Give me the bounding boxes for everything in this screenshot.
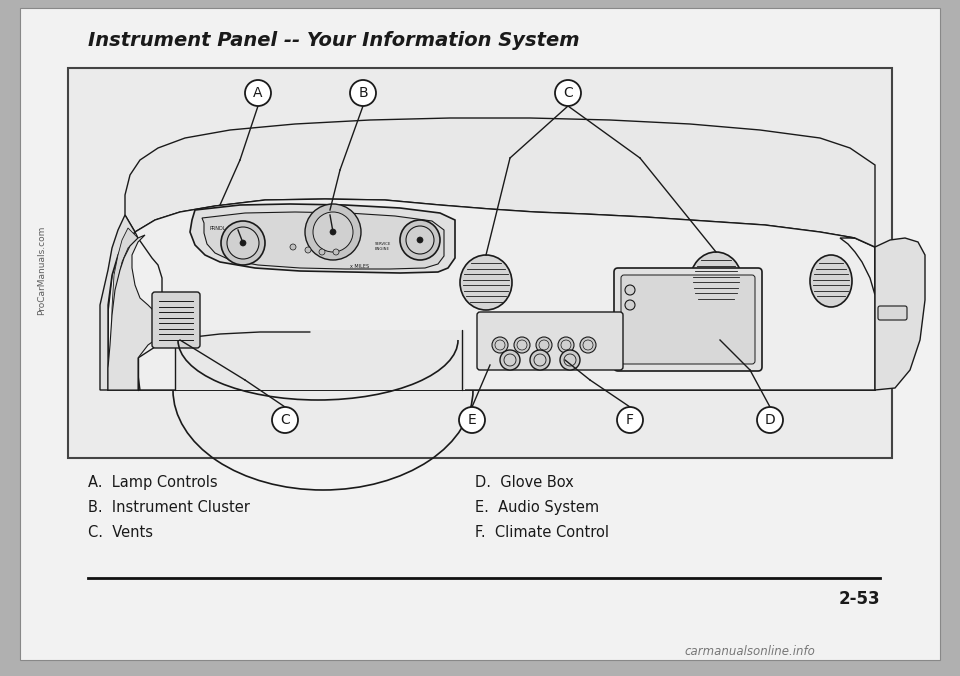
Circle shape	[500, 350, 520, 370]
Bar	[175, 330, 465, 390]
Circle shape	[459, 407, 485, 433]
Circle shape	[539, 340, 549, 350]
Text: 2-53: 2-53	[838, 590, 880, 608]
Text: E.  Audio System: E. Audio System	[475, 500, 599, 515]
Circle shape	[492, 337, 508, 353]
Text: C: C	[280, 413, 290, 427]
Text: E: E	[468, 413, 476, 427]
FancyBboxPatch shape	[878, 306, 907, 320]
Circle shape	[560, 350, 580, 370]
Text: x MILES: x MILES	[350, 264, 370, 269]
Bar	[68, 68, 892, 458]
Polygon shape	[108, 199, 875, 390]
Text: F: F	[626, 413, 634, 427]
Polygon shape	[108, 235, 160, 390]
Circle shape	[240, 240, 246, 246]
Circle shape	[330, 229, 336, 235]
FancyBboxPatch shape	[621, 275, 755, 364]
Circle shape	[625, 285, 635, 295]
Text: ProCarManuals.com: ProCarManuals.com	[37, 225, 46, 315]
Circle shape	[313, 212, 353, 252]
Circle shape	[561, 340, 571, 350]
Text: D: D	[764, 413, 776, 427]
Polygon shape	[100, 215, 135, 390]
Text: D.  Glove Box: D. Glove Box	[475, 475, 574, 490]
Text: B.  Instrument Cluster: B. Instrument Cluster	[88, 500, 250, 515]
Text: Instrument Panel -- Your Information System: Instrument Panel -- Your Information Sys…	[88, 30, 580, 49]
Circle shape	[350, 80, 376, 106]
Circle shape	[514, 337, 530, 353]
Polygon shape	[190, 204, 455, 273]
Circle shape	[245, 80, 271, 106]
Circle shape	[319, 249, 325, 255]
Circle shape	[558, 337, 574, 353]
FancyBboxPatch shape	[152, 292, 200, 348]
Polygon shape	[202, 212, 444, 269]
Circle shape	[757, 407, 783, 433]
Circle shape	[305, 247, 311, 253]
Circle shape	[617, 407, 643, 433]
Text: carmanualsonline.info: carmanualsonline.info	[684, 645, 815, 658]
FancyBboxPatch shape	[477, 312, 623, 370]
Circle shape	[290, 244, 296, 250]
Text: F.  Climate Control: F. Climate Control	[475, 525, 609, 540]
Circle shape	[583, 340, 593, 350]
Text: A.  Lamp Controls: A. Lamp Controls	[88, 475, 218, 490]
Text: B: B	[358, 86, 368, 100]
Polygon shape	[875, 238, 925, 390]
Circle shape	[530, 350, 550, 370]
Circle shape	[272, 407, 298, 433]
Polygon shape	[112, 228, 138, 380]
Circle shape	[333, 249, 339, 255]
Polygon shape	[135, 199, 875, 390]
Circle shape	[400, 220, 440, 260]
Circle shape	[580, 337, 596, 353]
Circle shape	[517, 340, 527, 350]
Ellipse shape	[810, 255, 852, 307]
Circle shape	[227, 227, 259, 259]
Circle shape	[495, 340, 505, 350]
Circle shape	[564, 354, 576, 366]
Circle shape	[406, 226, 434, 254]
Circle shape	[625, 300, 635, 310]
Text: PRNDL: PRNDL	[210, 226, 227, 231]
Circle shape	[504, 354, 516, 366]
FancyBboxPatch shape	[614, 268, 762, 371]
Ellipse shape	[460, 255, 512, 310]
Text: C: C	[564, 86, 573, 100]
Text: C.  Vents: C. Vents	[88, 525, 153, 540]
Circle shape	[536, 337, 552, 353]
Circle shape	[555, 80, 581, 106]
Circle shape	[305, 204, 361, 260]
Text: A: A	[253, 86, 263, 100]
Circle shape	[417, 237, 423, 243]
Ellipse shape	[690, 252, 742, 310]
Polygon shape	[125, 118, 875, 247]
Circle shape	[534, 354, 546, 366]
Circle shape	[221, 221, 265, 265]
Text: SERVICE
ENGINE: SERVICE ENGINE	[375, 243, 392, 251]
